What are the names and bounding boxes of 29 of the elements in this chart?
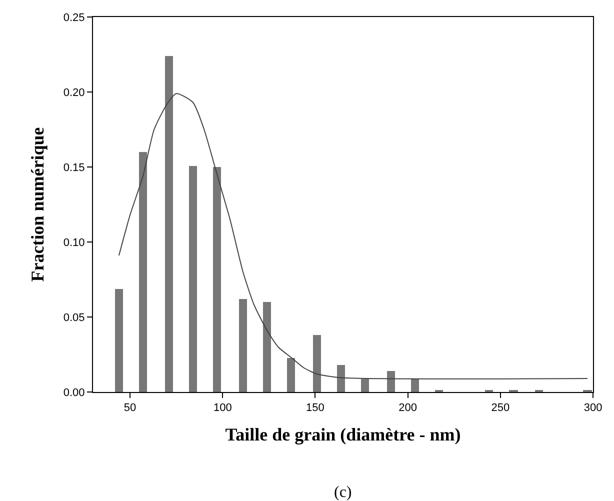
text: (c)	[334, 484, 352, 501]
x-tick-label: 150	[306, 402, 324, 414]
bar	[189, 166, 197, 392]
y-tick-label: 0.20	[63, 86, 85, 99]
x-tick-label: 50	[124, 402, 136, 414]
bar	[387, 371, 395, 392]
x-tick-label: 100	[213, 402, 232, 414]
x-tick-label: 200	[398, 402, 417, 414]
y-tick-label: 0.25	[63, 12, 85, 24]
bar	[287, 358, 295, 392]
y-axis-title: Fraction numérique	[28, 127, 48, 282]
bar	[139, 152, 147, 392]
line-series	[118, 93, 588, 380]
bar	[361, 379, 369, 392]
bar	[213, 167, 221, 392]
y-tick-label: 0.00	[63, 386, 85, 399]
bar	[313, 335, 321, 392]
y-tick-label: 0.05	[63, 312, 85, 324]
bar	[411, 379, 419, 392]
bar	[115, 289, 123, 392]
bar	[263, 302, 271, 392]
bar	[165, 56, 173, 392]
bar	[337, 365, 345, 392]
x-tick-label: 300	[584, 402, 602, 414]
bar	[239, 299, 247, 392]
y-tick-label: 0.10	[63, 236, 85, 249]
y-tick-label: 0.15	[63, 162, 85, 174]
x-axis-title: Taille de grain (diamètre - nm)	[225, 424, 461, 444]
x-tick-label: 250	[491, 402, 510, 414]
